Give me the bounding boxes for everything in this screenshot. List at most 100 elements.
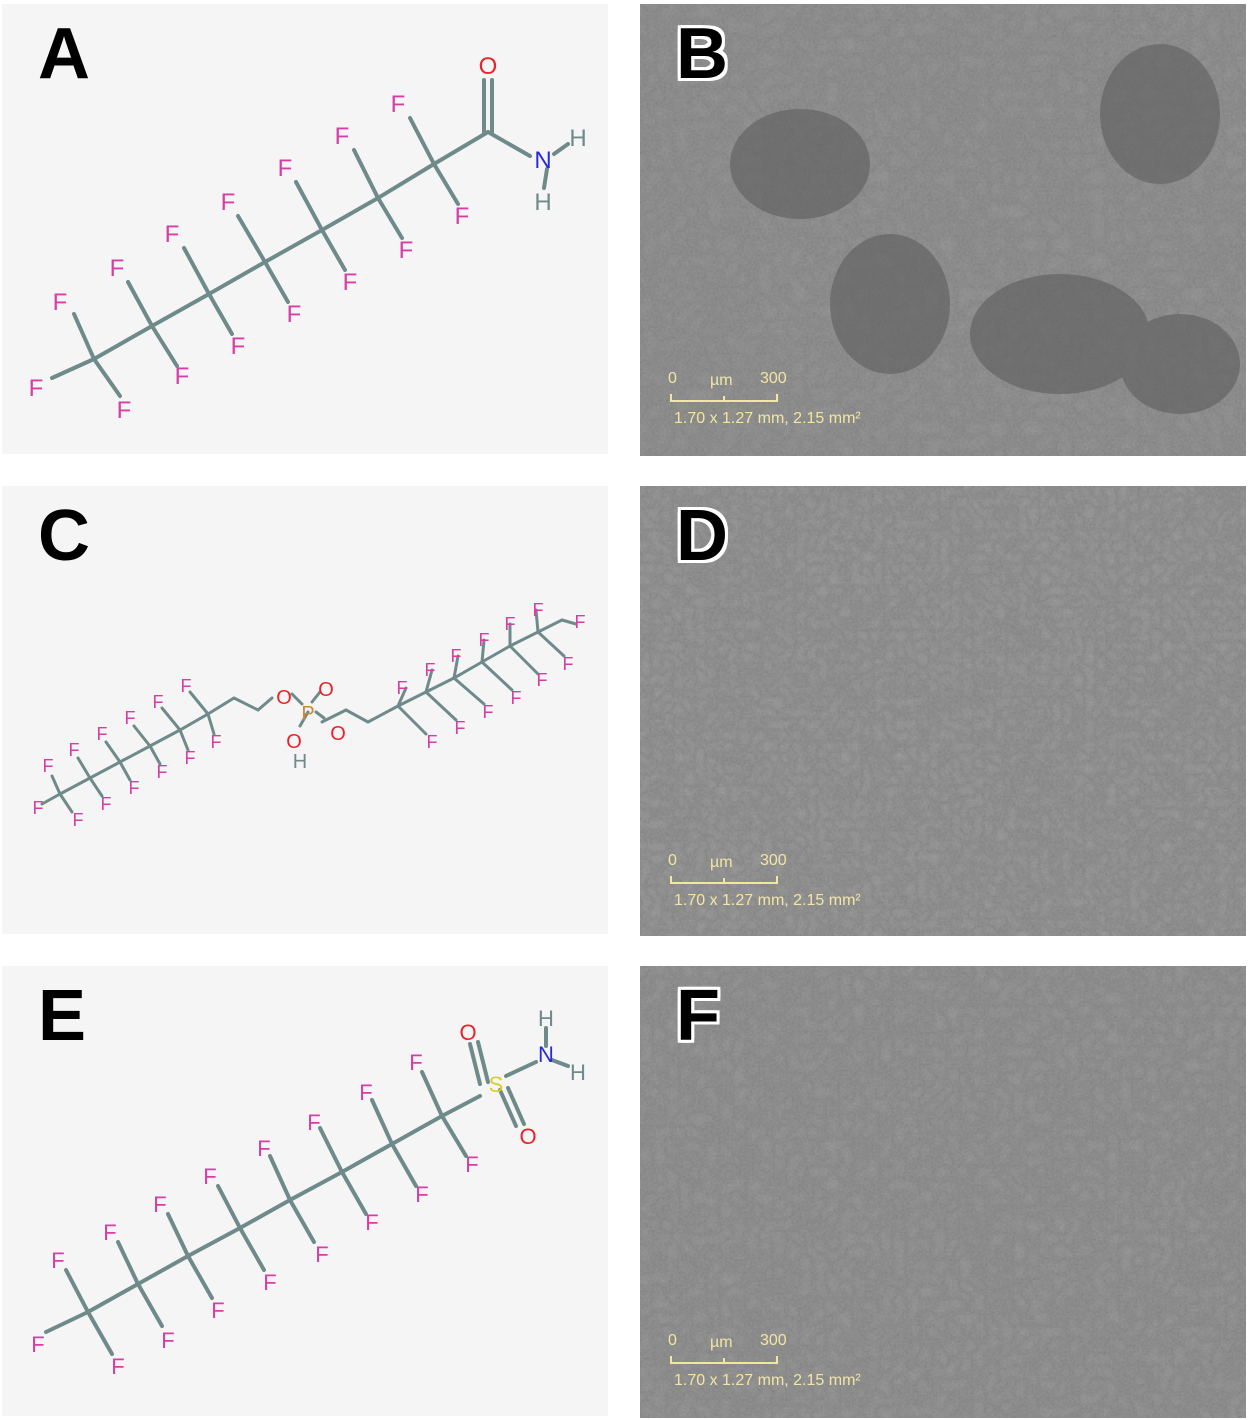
fluorine-atom: F xyxy=(315,1242,328,1267)
hydrogen-atom: H xyxy=(538,1006,554,1031)
panel-letter-c: C xyxy=(38,496,90,576)
fluorine-atom: F xyxy=(415,1182,428,1207)
oxygen-atom: O xyxy=(318,679,334,701)
fluorine-atom: F xyxy=(53,289,68,316)
fluorine-atom: F xyxy=(165,221,180,248)
fluorine-atom: F xyxy=(101,794,112,814)
fluorine-atom: F xyxy=(103,1220,116,1245)
oxygen-atom: O xyxy=(459,1020,476,1045)
fluorine-atom: F xyxy=(29,375,44,402)
fluorine-atom: F xyxy=(221,189,236,216)
image-dimensions: 1.70 x 1.27 mm, 2.15 mm² xyxy=(674,892,861,909)
fluorine-atom: F xyxy=(537,670,548,690)
fluorine-atom: F xyxy=(397,678,408,698)
nitrogen-atom: N xyxy=(538,1042,554,1067)
fluorine-atom: F xyxy=(505,614,516,634)
molecule-e: F F F F F F F F F F F F F F F F F O S O … xyxy=(31,1006,586,1379)
fluorine-atom: F xyxy=(69,740,80,760)
panel-letter-e: E xyxy=(38,976,87,1056)
scale-zero: 0 xyxy=(668,1332,677,1349)
fluorine-atom: F xyxy=(483,702,494,722)
fluorine-atom: F xyxy=(287,301,302,328)
panel-d-micrograph: D 0 µm 300 1.70 x 1.27 mm, 2.15 mm² xyxy=(640,486,1246,936)
oxygen-atom: O xyxy=(330,723,346,745)
fluorine-atom: F xyxy=(575,612,586,632)
molecule-c: F F F F F F F F F F F F F F F F F F F F … xyxy=(33,600,586,830)
fluorine-atom: F xyxy=(359,1080,372,1105)
scale-tick xyxy=(723,396,725,402)
scale-tick xyxy=(723,878,725,884)
fluorine-atom: F xyxy=(263,1270,276,1295)
panel-c-structure: C xyxy=(2,486,608,934)
image-dimensions: 1.70 x 1.27 mm, 2.15 mm² xyxy=(674,1372,861,1389)
panel-b-micrograph: B 0 µm 300 1.70 x 1.27 mm, 2.15 mm² xyxy=(640,4,1246,456)
fluorine-atom: F xyxy=(307,1110,320,1135)
panel-letter-a: A xyxy=(38,14,90,94)
scale-unit: µm xyxy=(710,1334,733,1351)
panel-letter-d: D xyxy=(676,496,728,576)
fluorine-atom: F xyxy=(31,1332,44,1357)
fluorine-atom: F xyxy=(73,810,84,830)
fluorine-atom: F xyxy=(157,762,168,782)
cell-image xyxy=(640,966,1246,1418)
fluorine-atom: F xyxy=(465,1152,478,1177)
scale-unit: µm xyxy=(710,372,733,389)
fluorine-atom: F xyxy=(257,1136,270,1161)
fluorine-atom: F xyxy=(97,724,108,744)
panel-e-structure: E xyxy=(2,966,608,1416)
fluorine-atom: F xyxy=(231,333,246,360)
cell-image xyxy=(640,4,1246,456)
cell-image xyxy=(640,486,1246,936)
hydrogen-atom: H xyxy=(293,751,307,773)
molecule-a: F F F F F F F F F F F F F F F O N H H xyxy=(29,53,587,424)
fluorine-atom: F xyxy=(33,798,44,818)
oxygen-atom: O xyxy=(286,731,302,753)
oxygen-atom: O xyxy=(479,53,498,80)
panel-a-structure: A xyxy=(2,4,608,454)
scale-max: 300 xyxy=(760,1332,787,1349)
fluorine-atom: F xyxy=(181,676,192,696)
oxygen-atom: O xyxy=(519,1124,536,1149)
fluorine-atom: F xyxy=(51,1248,64,1273)
fluorine-atom: F xyxy=(117,397,132,424)
panel-letter-b: B xyxy=(676,14,728,94)
scale-zero: 0 xyxy=(668,370,677,387)
scale-bar: 0 µm 300 1.70 x 1.27 mm, 2.15 mm² xyxy=(668,1332,928,1402)
fluorine-atom: F xyxy=(129,778,140,798)
fluorine-atom: F xyxy=(211,1298,224,1323)
fluorine-atom: F xyxy=(455,718,466,738)
sulfur-atom: S xyxy=(489,1072,504,1097)
fluorine-atom: F xyxy=(451,646,462,666)
fluorine-atom: F xyxy=(211,732,222,752)
scale-bar: 0 µm 300 1.70 x 1.27 mm, 2.15 mm² xyxy=(668,370,928,440)
fluorine-atom: F xyxy=(203,1164,216,1189)
scale-unit: µm xyxy=(710,854,733,871)
fluorine-atom: F xyxy=(125,708,136,728)
fluorine-atom: F xyxy=(343,269,358,296)
fluorine-atom: F xyxy=(153,1192,166,1217)
fluorine-atom: F xyxy=(479,630,490,650)
fluorine-atom: F xyxy=(185,748,196,768)
fluorine-atom: F xyxy=(111,1354,124,1379)
fluorine-atom: F xyxy=(409,1050,422,1075)
hydrogen-atom: H xyxy=(569,125,586,152)
scale-max: 300 xyxy=(760,852,787,869)
scale-bar: 0 µm 300 1.70 x 1.27 mm, 2.15 mm² xyxy=(668,852,928,922)
fluorine-atom: F xyxy=(399,237,414,264)
fluorine-atom: F xyxy=(335,123,350,150)
fluorine-atom: F xyxy=(391,91,406,118)
fluorine-atom: F xyxy=(278,155,293,182)
fluorine-atom: F xyxy=(455,203,470,230)
hydrogen-atom: H xyxy=(570,1060,586,1085)
phosphorus-atom: P xyxy=(301,703,314,725)
oxygen-atom: O xyxy=(276,687,292,709)
scale-tick xyxy=(723,1358,725,1364)
scale-zero: 0 xyxy=(668,852,677,869)
panel-letter-f: F xyxy=(676,976,720,1056)
fluorine-atom: F xyxy=(110,255,125,282)
fluorine-atom: F xyxy=(161,1328,174,1353)
scale-max: 300 xyxy=(760,370,787,387)
nitrogen-atom: N xyxy=(534,147,551,174)
fluorine-atom: F xyxy=(43,756,54,776)
fluorine-atom: F xyxy=(365,1210,378,1235)
